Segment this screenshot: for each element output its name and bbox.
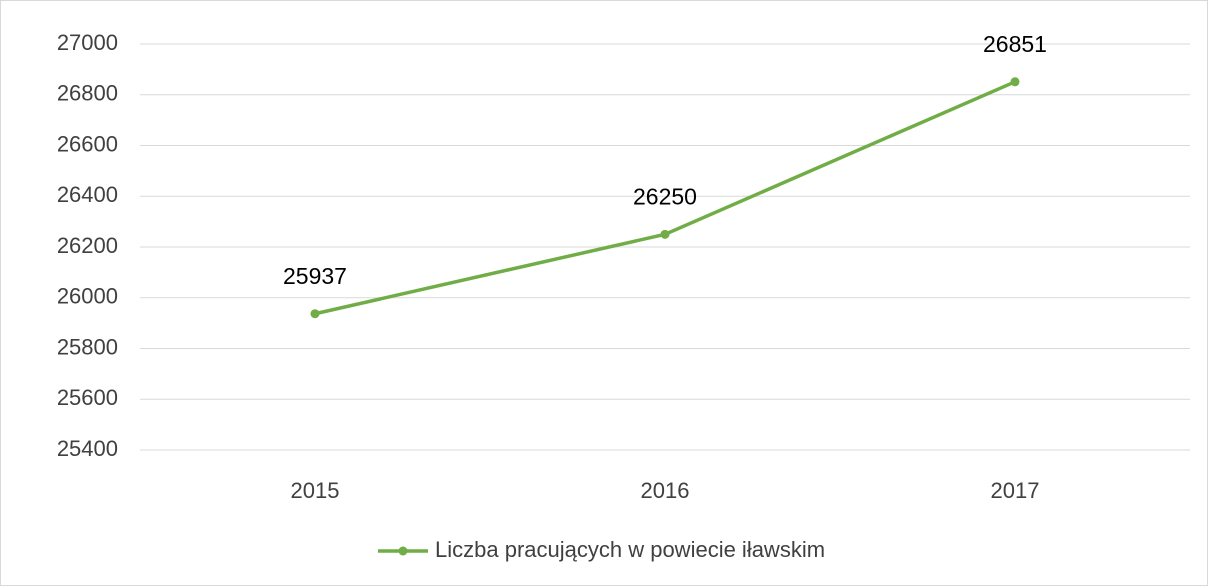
y-tick-label: 26600 [57, 131, 118, 156]
x-tick-label: 2016 [641, 478, 690, 503]
marker [1010, 77, 1020, 87]
marker [660, 229, 670, 239]
y-tick-label: 25800 [57, 334, 118, 359]
y-tick-label: 25600 [57, 385, 118, 410]
marker [310, 309, 320, 319]
x-tick-label: 2017 [991, 478, 1040, 503]
y-tick-label: 27000 [57, 30, 118, 55]
data-label: 25937 [283, 263, 347, 289]
y-tick-label: 26200 [57, 233, 118, 258]
x-tick-label: 2015 [291, 478, 340, 503]
y-tick-label: 26400 [57, 182, 118, 207]
data-label: 26851 [983, 31, 1047, 57]
y-tick-label: 26800 [57, 81, 118, 106]
legend-marker [398, 546, 408, 556]
legend-label: Liczba pracujących w powiecie iławskim [435, 537, 825, 562]
y-tick-label: 25400 [57, 436, 118, 461]
y-tick-label: 26000 [57, 284, 118, 309]
data-label: 26250 [633, 183, 697, 209]
